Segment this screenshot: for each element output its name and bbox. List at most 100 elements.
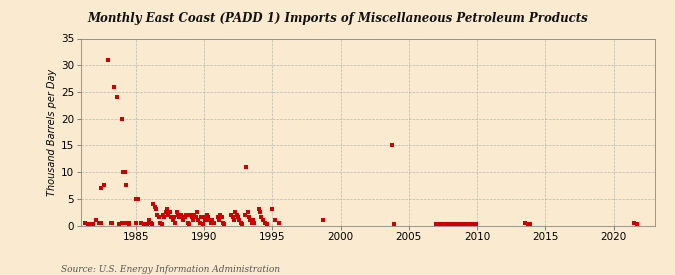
Point <box>153 215 164 220</box>
Point <box>227 215 238 220</box>
Point <box>260 221 271 225</box>
Point <box>189 213 200 217</box>
Point <box>468 222 479 226</box>
Point <box>461 222 472 226</box>
Point <box>204 218 215 222</box>
Point <box>117 116 128 121</box>
Point <box>124 221 134 225</box>
Point <box>96 221 107 225</box>
Point <box>198 215 209 220</box>
Point <box>207 218 217 222</box>
Point <box>444 222 455 226</box>
Point <box>107 221 117 225</box>
Point <box>178 218 189 222</box>
Point <box>120 221 131 225</box>
Point <box>229 218 240 222</box>
Point <box>240 213 250 217</box>
Point <box>138 222 149 226</box>
Point <box>213 218 224 222</box>
Point <box>212 215 223 220</box>
Point <box>106 221 117 226</box>
Point <box>443 222 454 226</box>
Point <box>520 221 531 225</box>
Point <box>194 221 205 225</box>
Point <box>433 222 444 227</box>
Point <box>470 222 481 227</box>
Point <box>180 215 190 220</box>
Point <box>119 170 130 174</box>
Point <box>181 213 192 217</box>
Point <box>193 218 204 222</box>
Point <box>103 58 113 62</box>
Point <box>109 84 119 89</box>
Point <box>215 213 225 217</box>
Point <box>133 197 144 201</box>
Point <box>167 218 178 222</box>
Point <box>93 221 104 225</box>
Point <box>141 222 152 227</box>
Point <box>182 221 193 225</box>
Point <box>237 222 248 226</box>
Point <box>174 215 185 220</box>
Point <box>155 221 165 225</box>
Point <box>226 213 237 217</box>
Point <box>254 210 265 214</box>
Point <box>177 215 188 220</box>
Point <box>464 222 475 227</box>
Point <box>186 215 197 220</box>
Point <box>269 218 280 222</box>
Point <box>169 215 180 220</box>
Point <box>111 95 122 100</box>
Point <box>216 215 227 220</box>
Point <box>145 221 156 225</box>
Point <box>160 210 171 214</box>
Point <box>632 222 643 226</box>
Point <box>219 222 230 226</box>
Point <box>267 207 277 212</box>
Point <box>447 222 458 227</box>
Point <box>163 213 174 217</box>
Point <box>117 221 128 225</box>
Point <box>118 170 129 174</box>
Point <box>205 221 216 225</box>
Point <box>200 218 211 222</box>
Point <box>234 218 245 222</box>
Point <box>437 222 448 226</box>
Point <box>85 222 96 227</box>
Point <box>453 222 464 227</box>
Point <box>233 215 244 220</box>
Point <box>146 222 157 226</box>
Point <box>190 215 201 220</box>
Point <box>171 210 182 214</box>
Text: Monthly East Coast (PADD 1) Imports of Miscellaneous Petroleum Products: Monthly East Coast (PADD 1) Imports of M… <box>87 12 588 25</box>
Point <box>208 221 219 225</box>
Text: Source: U.S. Energy Information Administration: Source: U.S. Energy Information Administ… <box>61 265 279 274</box>
Point <box>261 222 272 226</box>
Point <box>192 210 202 214</box>
Point <box>184 222 194 226</box>
Point <box>253 207 264 212</box>
Point <box>80 221 90 226</box>
Point <box>246 221 257 225</box>
Point <box>236 221 246 225</box>
Point <box>161 207 172 212</box>
Point <box>197 222 208 226</box>
Point <box>156 222 167 226</box>
Point <box>144 218 155 222</box>
Point <box>82 222 93 226</box>
Point <box>88 222 99 227</box>
Point <box>159 215 169 220</box>
Point <box>245 218 256 222</box>
Point <box>130 221 141 225</box>
Point <box>130 197 141 201</box>
Point <box>387 143 398 148</box>
Point <box>151 207 161 212</box>
Point <box>170 221 181 225</box>
Point <box>629 221 640 225</box>
Point <box>136 221 146 226</box>
Point <box>273 221 284 225</box>
Point <box>256 215 267 220</box>
Point <box>148 202 159 206</box>
Point <box>202 215 213 220</box>
Point <box>232 213 242 217</box>
